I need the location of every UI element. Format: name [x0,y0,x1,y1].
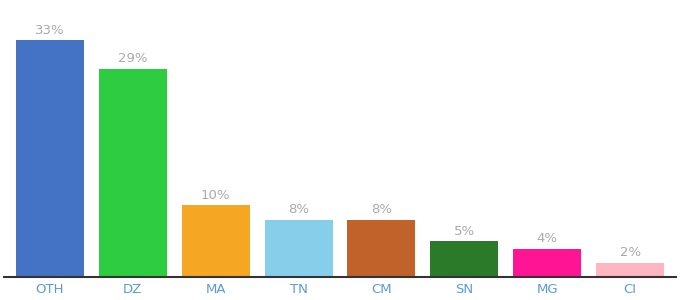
Bar [265,220,333,277]
Bar [513,248,581,277]
Text: 4%: 4% [537,232,558,245]
Text: 29%: 29% [118,52,148,65]
Text: 2%: 2% [619,246,641,259]
Text: 8%: 8% [288,203,309,216]
Bar [347,220,415,277]
Bar [182,206,250,277]
Bar [99,69,167,277]
Bar [596,263,664,277]
Text: 33%: 33% [35,23,65,37]
Text: 8%: 8% [371,203,392,216]
Bar [16,40,84,277]
Text: 10%: 10% [201,189,231,202]
Text: 5%: 5% [454,225,475,238]
Bar [430,241,498,277]
